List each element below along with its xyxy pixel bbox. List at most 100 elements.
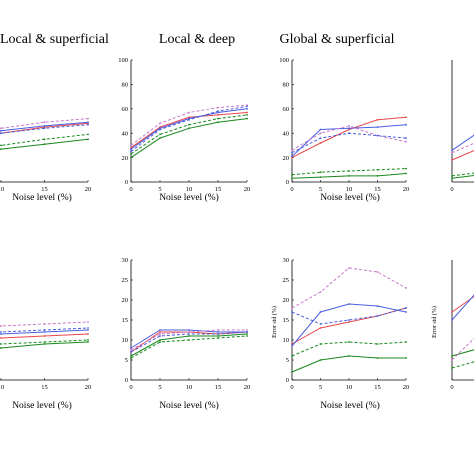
y-tick-label: 20 (122, 297, 129, 304)
data-point (130, 156, 132, 159)
data-point (451, 359, 453, 361)
x-tick-label: 10 (0, 186, 4, 193)
data-point (0, 347, 2, 349)
data-point (291, 343, 293, 345)
data-point (451, 367, 453, 369)
data-point (43, 138, 46, 141)
xlabel-row2-col1: Noise level (%) (12, 400, 72, 411)
data-point (405, 172, 407, 175)
series-line-violet-dashed (451, 337, 474, 361)
data-point (130, 150, 132, 153)
data-point (246, 335, 248, 337)
data-point (348, 125, 350, 127)
x-tick-label: 0 (290, 384, 293, 391)
data-point (87, 339, 89, 341)
data-point (246, 117, 248, 120)
xlabel-row2-col3: Noise level (%) (320, 400, 380, 411)
xlabel-row1-col1: Noise level (%) (12, 192, 72, 203)
data-point (291, 371, 293, 373)
series-line-violet-dashed (0, 321, 89, 327)
data-point (188, 127, 190, 130)
data-point (405, 341, 407, 343)
data-point (87, 321, 89, 323)
data-point (319, 323, 322, 325)
x-tick-label: 10 (186, 186, 193, 193)
x-tick-label: 0 (129, 384, 132, 391)
data-point (348, 321, 350, 323)
x-tick-label: 0 (129, 186, 132, 193)
x-tick-label: 15 (374, 384, 381, 391)
data-point (0, 148, 2, 151)
series-line-blue-dashed (0, 124, 89, 134)
y-tick-label: 20 (283, 155, 290, 162)
plot-area: 1015200204060801000510152002040608010005… (0, 57, 474, 391)
data-point (319, 343, 322, 345)
data-point (159, 137, 161, 140)
xlabel-row1-col3: Noise level (%) (320, 192, 380, 203)
data-point (246, 104, 248, 106)
series-line-green-solid (291, 355, 406, 373)
data-point (246, 331, 248, 333)
data-point (217, 121, 219, 124)
data-point (159, 329, 161, 331)
data-point (159, 333, 161, 335)
data-point (348, 319, 350, 321)
data-point (319, 176, 322, 179)
y-tick-label: 10 (122, 337, 129, 344)
x-tick-label: 15 (215, 186, 222, 193)
data-point (348, 267, 350, 269)
data-point (451, 355, 453, 357)
data-point (291, 151, 293, 154)
data-point (291, 155, 293, 158)
panel-row1-col1: 10 15 20 (0, 117, 92, 193)
data-point (319, 128, 322, 131)
data-point (159, 341, 161, 343)
panel-row2-col2: 0 5 10 15 20 25 30 0 5 10 15 20 (122, 257, 251, 391)
data-point (319, 142, 322, 144)
series-line-blue-solid (291, 303, 407, 347)
y-tick-label: 80 (283, 82, 290, 89)
data-point (0, 333, 2, 335)
x-tick-label: 20 (85, 186, 92, 193)
data-point (246, 329, 248, 331)
data-point (376, 175, 379, 177)
data-point (451, 177, 453, 180)
data-point (217, 114, 219, 116)
ylabel-row2-col4: Error std (%) (431, 306, 438, 338)
data-point (217, 335, 219, 337)
series-line-green-dashed (291, 341, 407, 357)
x-tick-label: 15 (41, 186, 48, 193)
data-point (130, 148, 132, 151)
series-line-blue-dashed (291, 132, 407, 154)
data-point (405, 307, 407, 309)
data-point (159, 335, 161, 337)
data-point (43, 121, 46, 124)
data-point (246, 114, 248, 116)
data-point (291, 307, 293, 309)
data-point (291, 173, 293, 176)
x-tick-label: 5 (158, 384, 161, 391)
data-point (217, 106, 219, 109)
data-point (43, 341, 46, 343)
data-point (130, 153, 132, 155)
x-tick-label: 15 (374, 186, 381, 193)
data-point (43, 331, 46, 333)
data-point (159, 331, 161, 333)
data-point (319, 311, 322, 313)
y-tick-label: 5 (125, 357, 128, 364)
panel-row2-col1: 10 15 20 (0, 321, 91, 391)
data-point (43, 343, 46, 345)
data-point (451, 175, 453, 177)
data-point (217, 111, 219, 114)
data-point (291, 345, 293, 347)
x-tick-label: 20 (244, 384, 251, 391)
series-line-violet-dashed (451, 142, 474, 154)
data-point (43, 323, 46, 325)
data-point (87, 138, 89, 141)
x-tick-label: 20 (403, 384, 410, 391)
data-point (405, 116, 407, 119)
series-line-blue-solid (451, 134, 474, 151)
data-point (376, 134, 379, 137)
data-point (405, 167, 407, 170)
